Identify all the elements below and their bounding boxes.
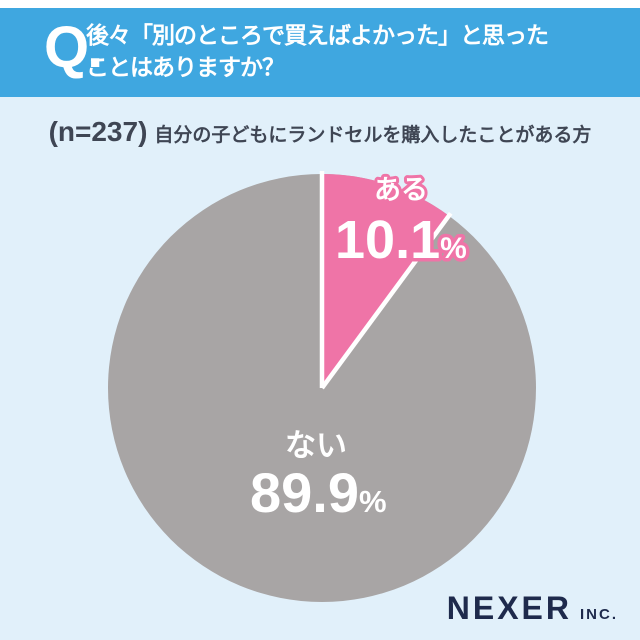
separator-36deg <box>320 211 453 390</box>
aru-slice-label: ある <box>374 175 428 205</box>
question-header: Q. 後々「別のところで買えばよかった」と思った ことはありますか？ <box>0 8 640 97</box>
pie-slice-aru <box>322 174 449 388</box>
company-logo: NEXER INC. <box>447 590 618 627</box>
nai-value-percent-sign: % <box>359 484 387 519</box>
aru-value-percent-sign: % <box>440 232 467 265</box>
q-mark-label: Q. <box>44 15 103 80</box>
nai-value-number: 89.9 <box>250 461 359 524</box>
logo-inc-suffix: INC. <box>580 606 618 623</box>
logo-company-name: NEXER <box>446 590 572 626</box>
top-white-strip <box>0 0 640 8</box>
aru-slice-value: 10.1% <box>335 210 467 270</box>
nai-slice-label: ない <box>285 428 347 463</box>
sample-size-label: (n=237) <box>48 116 148 147</box>
survey-subtitle: (n=237) 自分の子どもにランドセルを購入したことがある方 <box>0 116 640 148</box>
aru-value-number: 10.1 <box>335 210 440 270</box>
question-line-1: 後々「別のところで買えばよかった」と思った <box>86 22 549 48</box>
question-line-2: ことはありますか？ <box>86 54 285 80</box>
audience-label: 自分の子どもにランドセルを購入したことがある方 <box>154 125 592 146</box>
question-text: 後々「別のところで買えばよかった」と思った ことはありますか？ <box>86 19 549 83</box>
nai-slice-value: 89.9% <box>250 461 387 524</box>
slice-separator-lines <box>319 171 453 390</box>
